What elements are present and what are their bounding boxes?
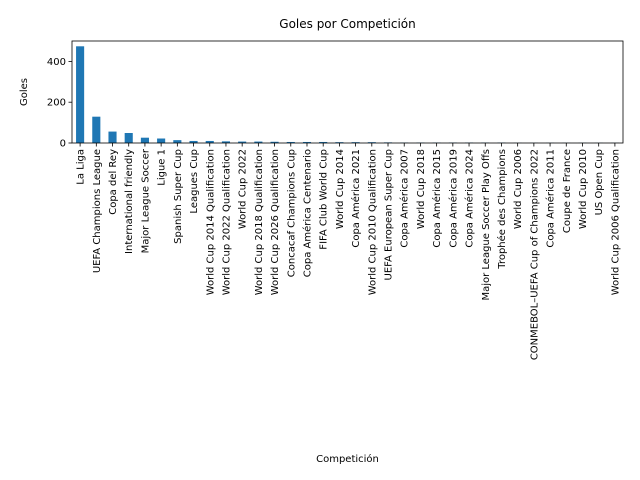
x-tick-label: La Liga [76, 149, 87, 185]
bar [286, 141, 295, 143]
x-tick-label: World Cup 2022 [238, 149, 249, 229]
x-tick-label: CONMEBOL–UEFA Cup of Champions 2022 [529, 149, 540, 360]
bar [157, 138, 166, 143]
x-tick-label: World Cup 2006 [513, 149, 524, 229]
x-tick-label: Ligue 1 [157, 149, 168, 186]
x-tick-label: World Cup 2010 Qualification [367, 149, 378, 295]
bars-group [76, 46, 619, 143]
y-axis-ticks: 0 200 400 [47, 57, 72, 150]
x-tick-label: UEFA Champions League [92, 149, 103, 273]
x-tick-label: Major League Soccer [140, 148, 151, 253]
x-tick-label: Concacaf Champions Cup [286, 149, 297, 277]
bar [173, 140, 182, 143]
y-tick-label: 400 [47, 57, 66, 68]
bar [270, 141, 279, 143]
x-tick-label: Trophée des Champions [496, 149, 508, 270]
x-tick-label: World Cup 2014 [335, 149, 346, 229]
bar [335, 142, 344, 143]
x-tick-label: World Cup 2010 [578, 149, 589, 229]
x-tick-label: UEFA European Super Cup [384, 149, 395, 280]
x-tick-label: Copa América 2015 [431, 149, 443, 248]
bar [351, 142, 360, 143]
x-tick-label: International friendly [124, 149, 135, 254]
x-tick-label: Copa América 2021 [350, 149, 362, 248]
x-tick-label: Copa del Rey [108, 149, 119, 215]
x-tick-label: World Cup 2018 Qualification [254, 149, 265, 295]
x-tick-label: Major League Soccer Play Offs [481, 149, 492, 301]
x-axis-ticks: La Liga UEFA Champions League Copa del Rey… [76, 143, 621, 360]
x-tick-label: World Cup 2014 Qualification [205, 149, 216, 295]
plot-frame [71, 40, 624, 144]
x-tick-label: Copa América 2007 [399, 149, 411, 248]
x-tick-label: World Cup 2006 Qualification [610, 149, 621, 295]
bar [205, 140, 214, 143]
bar [319, 141, 328, 143]
x-tick-label: Copa América 2011 [545, 149, 557, 248]
x-tick-label: US Open Cup [594, 149, 605, 215]
x-tick-label: Copa América Centenario [301, 149, 313, 277]
x-tick-label: Leagues Cup [189, 149, 200, 214]
bar [367, 142, 376, 143]
x-tick-label: Copa América 2019 [447, 149, 459, 248]
bar [302, 141, 312, 143]
bar [92, 116, 101, 143]
bar [221, 141, 231, 143]
x-tick-label: Copa América 2024 [464, 149, 476, 248]
bar [108, 131, 117, 143]
x-tick-label: World Cup 2026 Qualification [270, 149, 281, 295]
y-axis-label: Goles [19, 78, 30, 106]
bar [254, 141, 263, 143]
bar [189, 140, 198, 143]
x-tick-label: Coupe de France [562, 149, 573, 233]
x-tick-label: FIFA Club World Cup [319, 149, 330, 250]
bar [238, 141, 247, 143]
x-tick-label: Spanish Super Cup [173, 149, 184, 244]
chart-title: Goles por Competición [279, 17, 415, 31]
y-tick-label: 0 [60, 139, 66, 150]
x-tick-label: World Cup 2022 Qualification [221, 149, 232, 295]
bar [124, 133, 133, 143]
bar [76, 46, 85, 143]
y-tick-label: 200 [47, 98, 66, 109]
x-axis-label: Competición [316, 453, 379, 465]
x-tick-label: World Cup 2018 [416, 149, 427, 229]
bar [140, 137, 149, 143]
